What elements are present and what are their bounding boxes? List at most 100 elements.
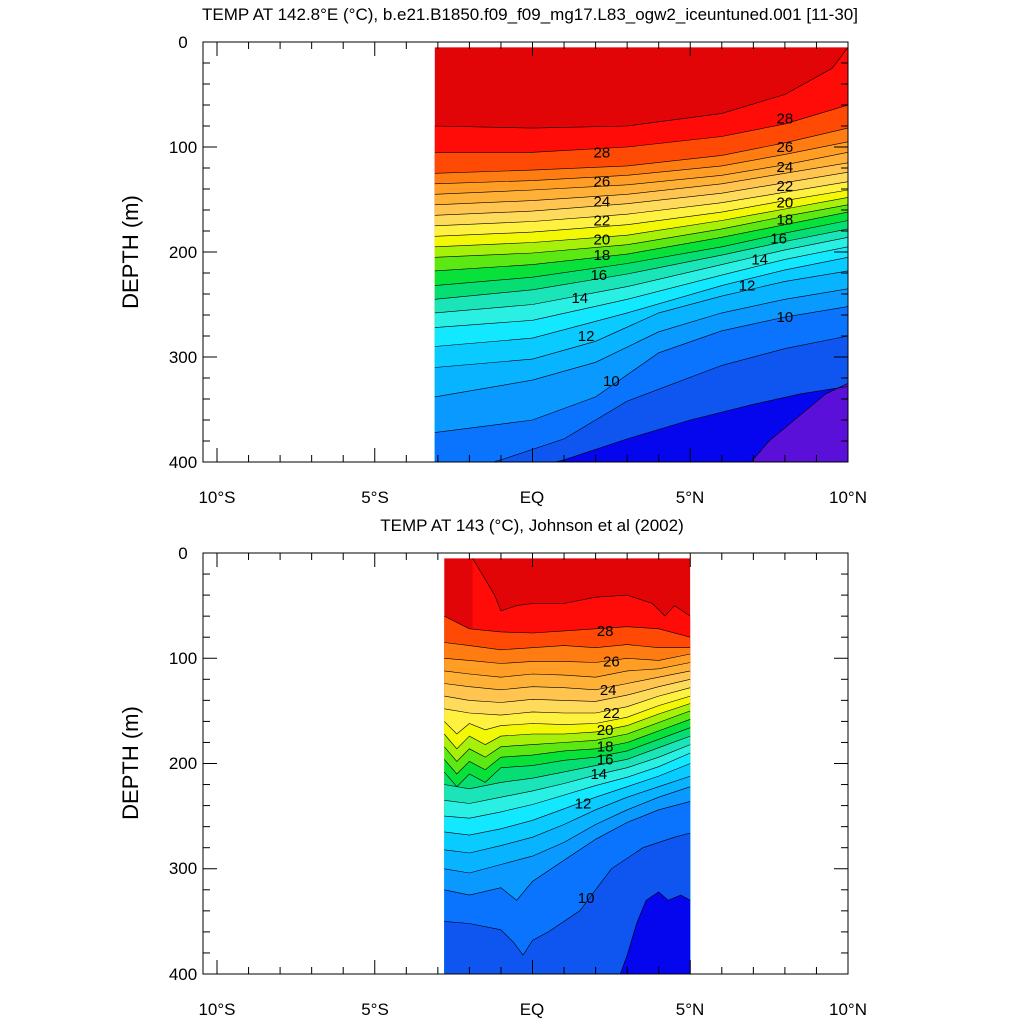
y-tick-label: 400 (169, 453, 197, 472)
x-tick-label: 10°N (829, 488, 867, 507)
isotherm-28 (444, 615, 691, 638)
x-tick-label: 5°N (676, 1000, 705, 1019)
contour-label: 24 (777, 159, 794, 176)
isotherm-8 (619, 891, 691, 974)
isotherm-12 (444, 775, 691, 854)
band-7 (751, 383, 848, 462)
isotherm-10 (444, 801, 691, 901)
isotherm-14 (444, 752, 691, 819)
y-tick-label: 0 (178, 544, 187, 563)
isotherm-25 (444, 662, 691, 678)
x-tick-label: 5°N (676, 488, 705, 507)
contour-label: 12 (575, 796, 592, 813)
isotherm-16 (444, 735, 691, 790)
x-tick-label: 10°S (198, 1000, 235, 1019)
isotherm-29 (434, 47, 848, 129)
contour-label: 18 (594, 247, 611, 264)
contour-label: 24 (594, 194, 611, 211)
isotherm-24 (444, 670, 691, 691)
isotherm-21 (444, 695, 691, 735)
y-tick-label: 200 (169, 754, 197, 773)
contour-label: 28 (597, 623, 614, 640)
axis-ticks (203, 41, 849, 463)
y-tick-label: 200 (169, 243, 197, 262)
y-tick-label: 100 (169, 649, 197, 668)
isotherm-23 (434, 171, 848, 216)
band-8 (620, 891, 691, 974)
contour-label: 18 (777, 211, 794, 228)
isotherm-15 (434, 237, 848, 314)
isotherm-18 (444, 719, 691, 775)
x-tick-label: 10°S (198, 488, 235, 507)
contour-label: 12 (739, 278, 756, 295)
isotherm-9 (444, 832, 691, 956)
contour-label: 26 (603, 653, 620, 670)
y-tick-label: 0 (178, 33, 187, 52)
isotherm-24 (434, 162, 848, 206)
contour-label: 10 (777, 309, 794, 326)
isotherm-22 (444, 687, 691, 716)
isotherm-11 (444, 786, 691, 874)
y-tick-label: 100 (169, 138, 197, 157)
axis-ticks (203, 552, 849, 975)
isotherm-28 (434, 104, 848, 153)
contour-field (444, 558, 691, 974)
x-tick-label: 5°S (361, 1000, 389, 1019)
isotherm-17 (444, 727, 691, 788)
y-axis-label: DEPTH (m) (118, 706, 143, 820)
isotherm-27 (434, 127, 848, 174)
contour-label: 26 (594, 174, 611, 191)
contour-label: 22 (777, 178, 794, 195)
y-axis-label: DEPTH (m) (118, 195, 143, 309)
x-tick-label: EQ (520, 488, 545, 507)
isotherm-19 (444, 710, 691, 762)
panel-model: TEMP AT 142.8°E (°C), b.e21.B1850.f09_f0… (118, 5, 867, 507)
isotherm-12 (434, 270, 848, 368)
x-tick-label: EQ (520, 1000, 545, 1019)
isotherm-17 (434, 220, 848, 286)
isotherm-21 (434, 189, 848, 237)
contour-label: 26 (777, 139, 794, 156)
contour-label: 18 (597, 739, 614, 756)
isotherm-14 (434, 246, 848, 328)
isotherm-13 (434, 257, 848, 347)
contour-label: 10 (603, 373, 620, 390)
isotherm-29 (472, 558, 691, 617)
isotherm-27 (444, 642, 691, 651)
contour-label: 20 (597, 722, 614, 739)
contour-label: 20 (777, 195, 794, 212)
contour-label: 16 (770, 230, 787, 247)
y-tick-label: 400 (169, 965, 197, 984)
contour-label: 14 (571, 290, 588, 307)
isotherm-16 (434, 228, 848, 300)
contour-label: 14 (751, 251, 768, 268)
isotherm-23 (444, 679, 691, 703)
x-tick-label: 5°S (361, 488, 389, 507)
contour-label: 12 (578, 328, 595, 345)
y-tick-label: 300 (169, 348, 197, 367)
contour-label: 28 (594, 144, 611, 161)
contour-label: 24 (600, 682, 617, 699)
panel-title: TEMP AT 143 (°C), Johnson et al (2002) (380, 516, 684, 535)
contour-label: 10 (578, 890, 595, 907)
panel-observations: TEMP AT 143 (°C), Johnson et al (2002) D… (118, 516, 867, 1019)
contour-label: 22 (594, 213, 611, 230)
contour-field (434, 47, 848, 462)
band-9 (444, 833, 691, 974)
isotherm-26 (444, 653, 691, 664)
contour-label: 20 (594, 231, 611, 248)
contour-label: 22 (603, 705, 620, 722)
isotherm-26 (434, 141, 848, 185)
y-tick-label: 300 (169, 859, 197, 878)
isotherm-20 (434, 197, 848, 248)
isotherm-11 (434, 288, 848, 398)
isotherm-13 (444, 763, 691, 836)
contour-label: 16 (597, 751, 614, 768)
contour-label: 16 (590, 267, 607, 284)
isotherm-18 (434, 211, 848, 272)
contour-label: 14 (590, 766, 607, 783)
x-tick-label: 10°N (829, 1000, 867, 1019)
